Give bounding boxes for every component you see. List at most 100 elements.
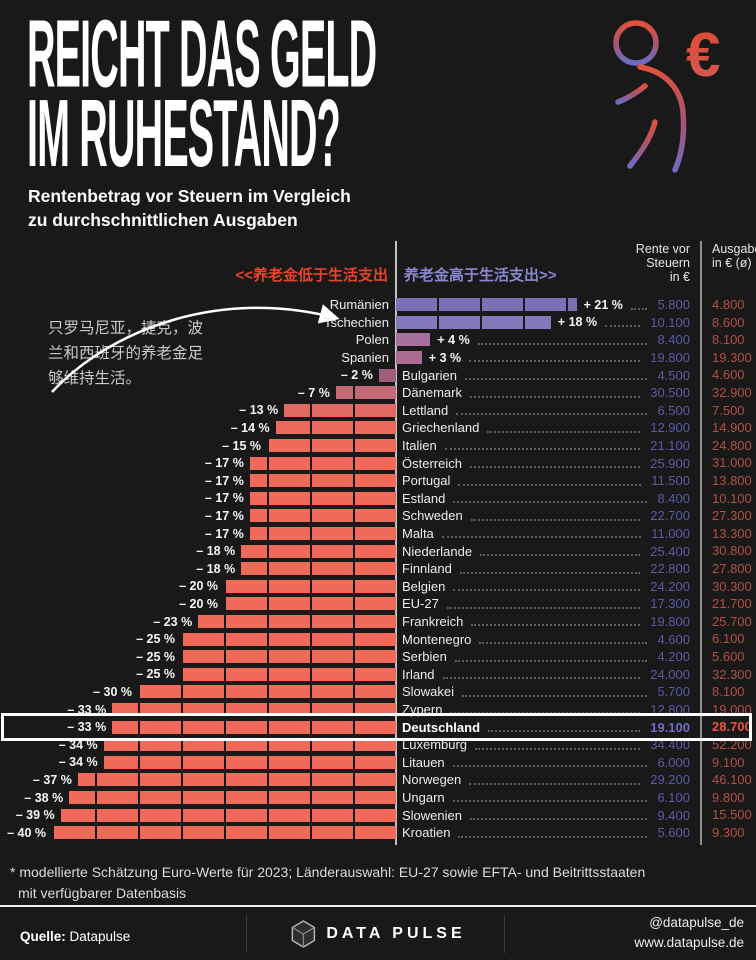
pct-label: – 13 % — [239, 403, 279, 418]
rente-value: 24.000 — [650, 666, 690, 682]
chart-row: – 23 % Frankreich 19.800 25.700 — [0, 613, 756, 631]
rente-value: 5.800 — [657, 297, 690, 313]
left-zone: – 18 % — [0, 560, 396, 578]
chart-row: – 39 % Slowenien 9.400 15.500 — [0, 806, 756, 824]
bar — [60, 808, 396, 822]
pct-label: – 17 % — [204, 491, 244, 506]
dot-leader — [630, 307, 648, 310]
chart-row: – 17 % Portugal 11.500 13.800 — [0, 472, 756, 490]
rente-value: 8.400 — [657, 332, 690, 348]
chart-row: Spanien + 3 % 19.800 19.300 — [0, 349, 756, 367]
country-label: Spanien — [341, 350, 389, 366]
ausgaben-value: 5.600 — [712, 649, 745, 664]
right-zone: Griechenland 12.900 — [402, 419, 690, 437]
bar — [249, 456, 396, 470]
country-label: Serbien — [402, 649, 447, 665]
right-zone: + 4 % 8.400 — [396, 331, 690, 349]
pct-label: + 3 % — [428, 350, 462, 365]
chart-row: – 13 % Lettland 6.500 7.500 — [0, 402, 756, 420]
ausgaben-value: 9.800 — [712, 789, 745, 805]
retiree-euro-icon: € — [613, 20, 720, 173]
left-zone: – 33 % — [0, 718, 396, 736]
dot-leader — [453, 589, 641, 592]
right-zone: Slowenien 9.400 — [402, 806, 690, 824]
chart-row: Polen + 4 % 8.400 8.100 — [0, 331, 756, 349]
bar — [181, 632, 396, 646]
right-zone: Österreich 25.900 — [402, 454, 690, 472]
ausgaben-value: 8.600 — [712, 314, 745, 330]
left-zone: – 13 % — [0, 402, 396, 420]
ausgaben-value: 8.100 — [712, 684, 745, 700]
bar — [267, 439, 396, 453]
rente-value: 11.000 — [651, 526, 690, 542]
rente-header-line: Steuern — [646, 256, 690, 270]
country-label: Malta — [402, 526, 434, 542]
right-zone: + 3 % 19.800 — [396, 349, 690, 367]
rente-value: 10.100 — [650, 314, 690, 330]
dot-leader — [480, 553, 641, 556]
footnote: * modellierte Schätzung Euro-Werte für 2… — [10, 862, 645, 904]
footnote-line-1: * modellierte Schätzung Euro-Werte für 2… — [10, 864, 646, 880]
title-line-1: REICHT DAS GELD — [27, 0, 377, 107]
left-zone: – 40 % — [0, 824, 396, 842]
bar — [396, 351, 422, 365]
ausgaben-value: 27.800 — [712, 561, 752, 576]
dot-leader — [454, 659, 648, 662]
subtitle-line-1: Rentenbetrag vor Steuern im Vergleich — [28, 186, 351, 206]
chart-row: – 18 % Niederlande 25.400 30.800 — [0, 542, 756, 560]
country-label: Slowakei — [402, 684, 455, 700]
right-zone: Bulgarien 4.500 — [402, 366, 690, 384]
pct-label: + 4 % — [437, 332, 470, 347]
bar — [396, 298, 577, 312]
ausgaben-value: 4.600 — [712, 367, 745, 383]
pct-label: – 39 % — [15, 808, 55, 823]
country-label: Lettland — [402, 402, 449, 418]
pct-label: – 17 % — [204, 508, 244, 523]
dot-leader — [458, 835, 648, 838]
right-zone: Italien 21.100 — [402, 437, 690, 455]
right-zone: EU-27 17.300 — [402, 595, 690, 613]
chart-row: – 34 % Luxemburg 34.400 52.200 — [0, 736, 756, 754]
pct-label: – 25 % — [136, 632, 175, 647]
source-value: Datapulse — [65, 929, 131, 944]
pct-label: – 17 % — [204, 473, 244, 488]
rente-value: 22.800 — [650, 561, 690, 577]
social-handle: @datapulse_de — [649, 915, 744, 930]
ausgaben-value: 19.300 — [712, 349, 752, 365]
country-label: Deutschland — [402, 719, 481, 735]
pct-label: – 34 % — [58, 737, 98, 752]
dot-leader — [469, 782, 641, 785]
chart-row: – 17 % Schweden 22.700 27.300 — [0, 507, 756, 525]
rente-header-line: Rente vor — [635, 242, 690, 256]
bar — [198, 615, 396, 629]
right-zone: Dänemark 30.500 — [402, 384, 690, 402]
pct-label: – 20 % — [179, 596, 218, 611]
left-zone: – 37 % — [0, 771, 396, 789]
bar — [249, 527, 396, 541]
bar — [396, 315, 551, 329]
rente-value: 25.900 — [650, 455, 690, 471]
right-zone: Luxemburg 34.400 — [402, 736, 690, 754]
pct-label: – 2 % — [340, 368, 373, 383]
bar — [396, 333, 431, 347]
ausgaben-value: 27.300 — [712, 508, 752, 524]
rente-value: 34.400 — [650, 737, 690, 753]
ausgaben-value: 4.800 — [712, 297, 745, 312]
left-zone: Spanien — [0, 349, 396, 367]
left-zone: – 34 % — [0, 754, 396, 772]
rente-value: 12.900 — [650, 420, 690, 436]
dot-leader — [487, 430, 641, 433]
bar — [241, 544, 396, 558]
rente-value: 6.000 — [657, 754, 690, 770]
ausgaben-value: 9.100 — [712, 754, 745, 770]
right-zone: Slowakei 5.700 — [402, 683, 690, 701]
dot-leader — [469, 465, 641, 468]
rente-value: 22.700 — [650, 508, 690, 524]
ausgaben-value: 30.300 — [712, 578, 752, 594]
ausgaben-header-line: Ausgaben — [712, 242, 756, 256]
axis-label-below: <<养老金低于生活支出 — [235, 267, 388, 284]
ausgaben-value: 15.500 — [712, 807, 752, 823]
left-zone: – 20 % — [0, 578, 396, 596]
dot-leader — [488, 729, 641, 732]
